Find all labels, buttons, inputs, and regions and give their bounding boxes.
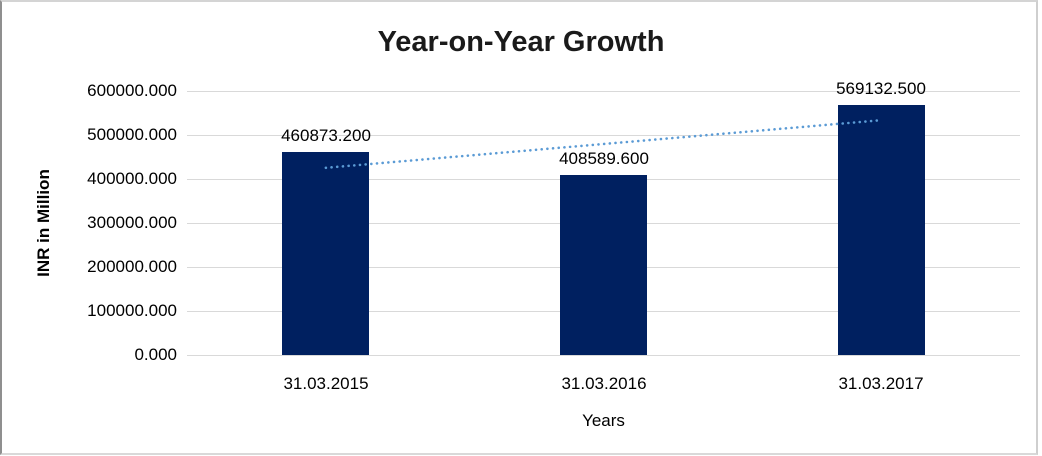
gridline [187, 135, 1020, 136]
x-tick-label: 31.03.2015 [283, 374, 369, 393]
bar-value-label: 569132.500 [836, 79, 926, 98]
y-tick-label: 500000.000 [87, 125, 177, 144]
bar-31.03.2017[interactable] [838, 105, 925, 355]
bar-31.03.2015[interactable] [282, 152, 369, 355]
y-tick-label: 0.000 [134, 345, 177, 364]
x-axis-title: Years [582, 411, 625, 430]
y-tick-label: 200000.000 [87, 257, 177, 276]
y-tick-label: 400000.000 [87, 169, 177, 188]
x-tick-label: 31.03.2016 [561, 374, 647, 393]
x-tick-label: 31.03.2017 [838, 374, 924, 393]
gridline [187, 91, 1020, 92]
gridline [187, 355, 1020, 356]
bar-31.03.2016[interactable] [560, 175, 647, 355]
bar-value-label: 460873.200 [281, 126, 371, 145]
y-tick-label: 100000.000 [87, 301, 177, 320]
y-axis-title: INR in Million [34, 169, 53, 277]
chart-title: Year-on-Year Growth [377, 26, 665, 58]
y-tick-label: 300000.000 [87, 213, 177, 232]
bar-value-label: 408589.600 [559, 149, 649, 168]
plot-area [187, 91, 1020, 356]
y-tick-label: 600000.000 [87, 81, 177, 100]
trendline-dotted-line[interactable] [324, 118, 883, 170]
trendline[interactable] [187, 91, 1020, 355]
